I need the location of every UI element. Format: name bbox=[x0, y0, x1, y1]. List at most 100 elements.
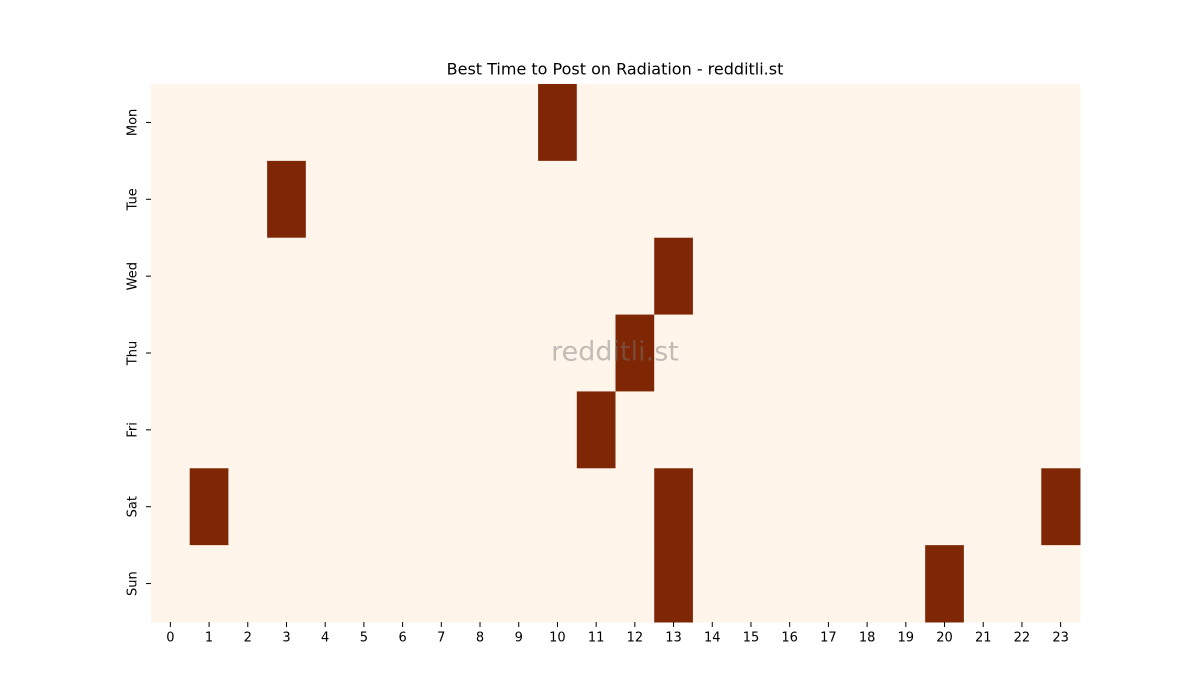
heatmap-cell bbox=[499, 160, 539, 239]
x-tick-label: 21 bbox=[975, 631, 992, 646]
heatmap-cell bbox=[538, 468, 578, 546]
heatmap-cell bbox=[151, 237, 191, 316]
heatmap-cell bbox=[228, 84, 268, 162]
heatmap-cell bbox=[189, 314, 229, 392]
heatmap-cell bbox=[151, 84, 191, 162]
heatmap-cell bbox=[809, 160, 849, 239]
heatmap-cell bbox=[344, 314, 384, 392]
heatmap-cell bbox=[1041, 468, 1081, 546]
heatmap-cell bbox=[305, 545, 346, 623]
heatmap-cell bbox=[925, 314, 965, 392]
x-tick-label: 11 bbox=[588, 631, 605, 646]
y-tick-label: Thu bbox=[126, 341, 141, 366]
heatmap-cell bbox=[1002, 468, 1042, 546]
heatmap-cell bbox=[654, 314, 694, 392]
heatmap-cell bbox=[267, 468, 307, 546]
heatmap-cell bbox=[151, 160, 191, 239]
heatmap-cell bbox=[886, 468, 926, 546]
x-tick-label: 7 bbox=[437, 631, 445, 646]
heatmap-cell bbox=[344, 391, 384, 469]
x-tick-label: 10 bbox=[549, 631, 566, 646]
heatmap-cell bbox=[731, 160, 771, 239]
heatmap-cell bbox=[963, 314, 1004, 392]
x-tick-label: 6 bbox=[398, 631, 406, 646]
heatmap-cell bbox=[770, 545, 810, 623]
heatmap-cell bbox=[421, 314, 462, 392]
heatmap-cell bbox=[692, 545, 733, 623]
heatmap-cell bbox=[847, 160, 887, 239]
heatmap-cell bbox=[267, 160, 307, 239]
heatmap-cell bbox=[421, 237, 462, 316]
heatmap-cell bbox=[925, 468, 965, 546]
heatmap-cell bbox=[615, 160, 655, 239]
heatmap-cell bbox=[886, 391, 926, 469]
heatmap-cell bbox=[615, 391, 655, 469]
heatmap-cell bbox=[731, 391, 771, 469]
heatmap-cell bbox=[886, 160, 926, 239]
heatmap-cell bbox=[770, 84, 810, 162]
heatmap-cell bbox=[460, 160, 500, 239]
heatmap-cell bbox=[770, 314, 810, 392]
x-tick-label: 23 bbox=[1052, 631, 1069, 646]
heatmap-cell bbox=[421, 468, 462, 546]
heatmap-cell bbox=[228, 237, 268, 316]
heatmap-cell bbox=[538, 84, 578, 162]
heatmap-cell bbox=[460, 391, 500, 469]
heatmap-cell bbox=[344, 237, 384, 316]
x-tick-label: 16 bbox=[781, 631, 798, 646]
heatmap-cell bbox=[809, 391, 849, 469]
heatmap-cell bbox=[267, 545, 307, 623]
heatmap-cell bbox=[576, 237, 616, 316]
heatmap-cell bbox=[344, 545, 384, 623]
y-tick-label: Wed bbox=[126, 262, 141, 290]
heatmap-cell bbox=[654, 545, 694, 623]
heatmap-cell bbox=[886, 84, 926, 162]
heatmap-cell bbox=[189, 468, 229, 546]
heatmap-cell bbox=[383, 314, 423, 392]
heatmap-cell bbox=[576, 314, 616, 392]
heatmap-cell bbox=[305, 84, 346, 162]
x-tick-label: 9 bbox=[515, 631, 523, 646]
heatmap-cell bbox=[421, 84, 462, 162]
heatmap-cell bbox=[576, 545, 616, 623]
x-tick-label: 4 bbox=[321, 631, 329, 646]
heatmap-cell bbox=[305, 468, 346, 546]
x-tick-label: 3 bbox=[282, 631, 290, 646]
x-tick-label: 1 bbox=[205, 631, 213, 646]
heatmap-cell bbox=[576, 468, 616, 546]
heatmap-cell bbox=[151, 468, 191, 546]
heatmap-cell bbox=[615, 468, 655, 546]
heatmap-cell bbox=[1041, 391, 1081, 469]
heatmap-cell bbox=[576, 84, 616, 162]
heatmap-cell bbox=[1041, 314, 1081, 392]
heatmap-cell bbox=[692, 84, 733, 162]
heatmap-cell bbox=[421, 160, 462, 239]
heatmap-cell bbox=[305, 160, 346, 239]
heatmap-cell bbox=[847, 237, 887, 316]
heatmap-cell bbox=[925, 545, 965, 623]
x-tick-label: 2 bbox=[244, 631, 252, 646]
y-tick-label: Sun bbox=[126, 571, 141, 596]
heatmap-cell bbox=[267, 84, 307, 162]
heatmap-cell bbox=[538, 160, 578, 239]
heatmap-cell bbox=[886, 314, 926, 392]
heatmap-cell bbox=[692, 468, 733, 546]
heatmap-cell bbox=[151, 545, 191, 623]
heatmap-cell bbox=[692, 391, 733, 469]
x-tick-label: 15 bbox=[743, 631, 760, 646]
x-tick-label: 17 bbox=[820, 631, 837, 646]
heatmap-cell bbox=[847, 84, 887, 162]
heatmap-cell bbox=[925, 160, 965, 239]
heatmap-cell bbox=[963, 160, 1004, 239]
heatmap-cell bbox=[538, 237, 578, 316]
x-tick-label: 13 bbox=[665, 631, 682, 646]
heatmap-cell bbox=[925, 84, 965, 162]
heatmap-cell bbox=[151, 314, 191, 392]
heatmap-cell bbox=[499, 237, 539, 316]
heatmap-cell bbox=[1041, 237, 1081, 316]
heatmap-cell bbox=[460, 237, 500, 316]
heatmap-cell bbox=[499, 391, 539, 469]
heatmap-cell bbox=[1002, 391, 1042, 469]
heatmap-cell bbox=[963, 468, 1004, 546]
